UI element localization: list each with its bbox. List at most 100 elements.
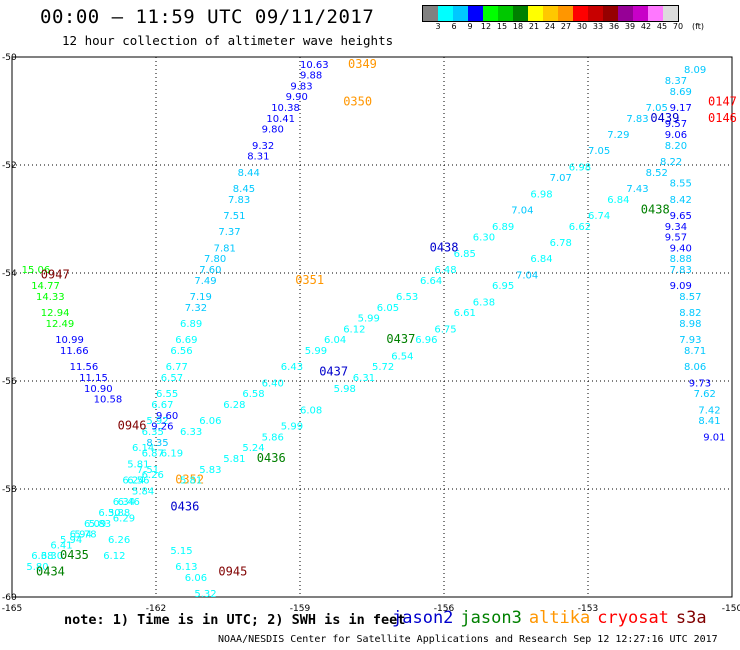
wave-height-value: 5.83 bbox=[199, 465, 221, 476]
wave-height-value: 7.07 bbox=[550, 173, 572, 184]
wave-height-value: 6.87 bbox=[142, 449, 164, 460]
wave-height-value: 6.30 bbox=[41, 551, 63, 562]
wave-height-value: 5.81 bbox=[127, 459, 149, 470]
legend-tick-label: 21 bbox=[528, 22, 540, 31]
legend-swatch bbox=[483, 6, 498, 21]
wave-height-value: 5.81 bbox=[180, 476, 202, 487]
x-tick-label: -159 bbox=[290, 604, 311, 614]
wave-height-value: 8.45 bbox=[233, 184, 255, 195]
wave-height-value: 6.57 bbox=[161, 373, 183, 384]
legend-unit-label: (ft) bbox=[691, 22, 705, 31]
wave-height-value: 5.99 bbox=[281, 422, 303, 433]
wave-height-value: 9.01 bbox=[703, 432, 725, 443]
wave-height-value: 5.80 bbox=[26, 562, 48, 573]
page-title: 00:00 – 11:59 UTC 09/11/2017 bbox=[40, 6, 375, 28]
wave-height-value: 5.99 bbox=[358, 314, 380, 325]
wave-height-value: 7.93 bbox=[679, 335, 701, 346]
wave-height-value: 10.90 bbox=[84, 384, 113, 395]
wave-height-value: 14.77 bbox=[31, 281, 60, 292]
wave-height-value: 9.88 bbox=[300, 71, 322, 82]
wave-height-value: 5.98 bbox=[334, 384, 356, 395]
legend-tick-label: 6 bbox=[451, 22, 457, 31]
wave-height-value: 6.89 bbox=[492, 222, 514, 233]
legend-swatch bbox=[468, 6, 483, 21]
wave-height-value: 5.83 bbox=[89, 519, 111, 530]
wave-height-value: 7.62 bbox=[694, 389, 716, 400]
wave-height-value: 7.42 bbox=[698, 405, 720, 416]
wave-height-value: 9.26 bbox=[151, 422, 173, 433]
wave-height-value: 6.06 bbox=[185, 573, 207, 584]
pass-time-label: 0437 bbox=[319, 365, 348, 379]
wave-height-value: 6.41 bbox=[50, 540, 72, 551]
legend-swatch bbox=[618, 6, 633, 21]
satellite-name: altika bbox=[528, 608, 591, 628]
wave-height-value: 6.62 bbox=[569, 222, 591, 233]
wave-height-value: 6.28 bbox=[223, 400, 245, 411]
wave-height-value: 8.69 bbox=[670, 87, 692, 98]
wave-height-value: 6.43 bbox=[281, 362, 303, 373]
wave-height-value: 7.51 bbox=[223, 211, 245, 222]
pass-time-label: 0946 bbox=[118, 419, 147, 433]
wave-height-value: 6.85 bbox=[454, 249, 476, 260]
wave-height-value: 8.20 bbox=[665, 141, 687, 152]
wave-height-value: 9.80 bbox=[262, 125, 284, 136]
wave-height-value: 5.86 bbox=[262, 432, 284, 443]
pass-time-label: 0434 bbox=[36, 564, 65, 578]
wave-height-value: 6.77 bbox=[166, 362, 188, 373]
legend-swatch bbox=[453, 6, 468, 21]
wave-height-value: 6.56 bbox=[170, 346, 192, 357]
legend-swatch bbox=[528, 6, 543, 21]
legend-swatch bbox=[573, 6, 588, 21]
wave-height-value: 7.83 bbox=[670, 265, 692, 276]
legend-tick-label: 27 bbox=[560, 22, 572, 31]
wave-height-value: 5.92 bbox=[146, 416, 168, 427]
legend-swatch bbox=[663, 6, 678, 21]
wave-height-value: 6.89 bbox=[180, 319, 202, 330]
wave-height-value: 8.71 bbox=[684, 346, 706, 357]
footer-credit: NOAA/NESDIS Center for Satellite Applica… bbox=[218, 634, 718, 645]
wave-height-value: 8.22 bbox=[660, 157, 682, 168]
satellite-name: cryosat bbox=[597, 608, 669, 628]
wave-height-value: 8.44 bbox=[238, 168, 260, 179]
wave-height-value: 11.56 bbox=[70, 362, 99, 373]
wave-height-value: 10.63 bbox=[300, 60, 329, 71]
wave-height-value: 9.17 bbox=[670, 103, 692, 114]
legend-swatch bbox=[423, 6, 438, 21]
wave-height-value: 5.84 bbox=[132, 486, 154, 497]
wave-height-value: 9.60 bbox=[156, 411, 178, 422]
wave-height-value: 6.74 bbox=[588, 211, 610, 222]
wave-height-value: 6.09 bbox=[84, 519, 106, 530]
wave-height-value: 6.05 bbox=[377, 303, 399, 314]
wave-height-value: 6.98 bbox=[569, 162, 591, 173]
wave-height-value: 10.99 bbox=[55, 335, 84, 346]
wave-height-value: 7.37 bbox=[218, 227, 240, 238]
footer-note: note: 1) Time is in UTC; 2) SWH is in fe… bbox=[64, 612, 406, 628]
wave-height-value: 11.15 bbox=[79, 373, 108, 384]
wave-height-value: 6.33 bbox=[180, 427, 202, 438]
y-tick-label: -52 bbox=[2, 161, 17, 171]
x-tick-label: -156 bbox=[434, 604, 455, 614]
wave-height-value: 7.29 bbox=[607, 130, 629, 141]
wave-height-value: 6.30 bbox=[98, 508, 120, 519]
wave-height-value: 7.83 bbox=[228, 195, 250, 206]
legend-tick-label: 42 bbox=[640, 22, 652, 31]
wave-height-value: 6.75 bbox=[434, 324, 456, 335]
wave-height-value: 15.06 bbox=[22, 265, 51, 276]
wave-height-value: 6.78 bbox=[550, 238, 572, 249]
wave-height-value: 6.34 bbox=[113, 497, 135, 508]
wave-height-value: 6.12 bbox=[103, 551, 125, 562]
wave-height-value: 5.81 bbox=[223, 454, 245, 465]
wave-height-value: 6.06 bbox=[199, 416, 221, 427]
wave-height-value: 9.06 bbox=[665, 130, 687, 141]
wave-height-value: 6.19 bbox=[161, 449, 183, 460]
wave-height-value: 9.09 bbox=[670, 281, 692, 292]
wave-height-value: 6.29 bbox=[113, 513, 135, 524]
wave-height-value: 6.24 bbox=[122, 476, 144, 487]
x-tick-label: -162 bbox=[146, 604, 166, 614]
satellite-name: s3a bbox=[675, 608, 707, 628]
wave-height-value: 9.40 bbox=[670, 243, 692, 254]
wave-height-value: 8.37 bbox=[665, 76, 687, 87]
wave-height-value: 6.61 bbox=[454, 308, 476, 319]
legend-tick-label: 15 bbox=[496, 22, 508, 31]
